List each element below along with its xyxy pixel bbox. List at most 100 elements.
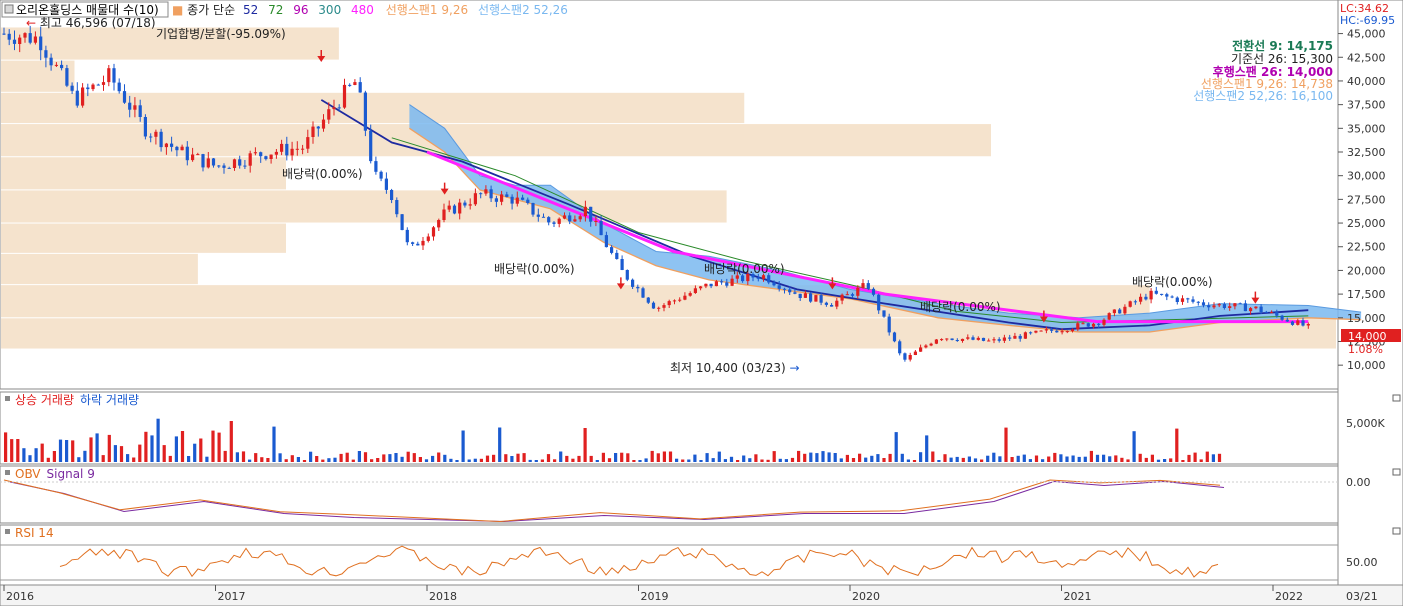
volume-bar-149 [912, 460, 917, 462]
volume-bar-24 [150, 435, 154, 462]
volume-bar-114 [699, 460, 703, 462]
dividend-arrow-icon-1-head [616, 283, 625, 290]
volume-bar-167 [1022, 454, 1026, 462]
volume-bar-56 [345, 452, 349, 462]
volume-bar-71 [437, 452, 441, 462]
volume-bar-91 [559, 451, 563, 462]
candle-body-169 [887, 316, 891, 333]
candle-body-129 [678, 299, 682, 301]
candle-body-18 [96, 84, 100, 86]
obv-maximize-icon[interactable] [1392, 468, 1401, 476]
candle-body-165 [866, 283, 870, 289]
candle-body-37 [196, 154, 200, 156]
volume-bar-7 [46, 457, 50, 462]
candle-body-116 [610, 247, 614, 253]
title-box [1, 1, 169, 18]
candle-body-80 [421, 240, 425, 246]
rsi-maximize-icon[interactable] [1392, 527, 1401, 535]
volume-bar-28 [174, 436, 178, 462]
candle-body-237 [1243, 303, 1247, 312]
candle-body-79 [416, 243, 420, 246]
volume-axis-label: 5,000K [1346, 417, 1385, 430]
volume-bar-134 [821, 451, 825, 462]
candle-body-5 [28, 33, 32, 43]
dividend-annotation-2018: 배당락(0.00%) [282, 167, 363, 181]
candle-body-66 [348, 84, 352, 86]
candle-body-33 [175, 146, 179, 151]
candle-body-56 [295, 148, 299, 150]
time-label-2022: 2022 [1275, 590, 1303, 603]
volume-bar-96 [589, 455, 593, 462]
volume-bar-36 [223, 450, 227, 462]
volume-bar-46 [284, 459, 288, 462]
volume-bar-99 [607, 458, 612, 462]
candle-body-193 [1013, 335, 1017, 339]
candle-body-149 [782, 288, 787, 290]
candle-body-82 [431, 227, 436, 237]
volume-bar-151 [925, 435, 929, 462]
candle-body-55 [290, 148, 294, 156]
volume-bar-90 [553, 459, 557, 462]
candle-body-247 [1296, 320, 1300, 325]
volume-bar-83 [510, 456, 514, 462]
event-markers [317, 50, 1260, 323]
volume-bar-111 [681, 459, 685, 462]
legend-ma-52: 52 [243, 3, 258, 17]
volume-bar-93 [571, 458, 575, 462]
candle-body-13 [70, 85, 74, 91]
candle-body-191 [1002, 337, 1006, 341]
candle-body-40 [211, 158, 216, 166]
volume-bar-121 [742, 455, 746, 462]
volume-bar-41 [254, 453, 258, 462]
candle-body-105 [552, 222, 556, 224]
candle-body-128 [672, 300, 677, 302]
volume-profile-band-4 [1, 190, 727, 223]
volume-bar-31 [193, 443, 197, 462]
volume-bar-126 [772, 451, 776, 462]
volume-bar-129 [790, 457, 795, 462]
volume-bar-198 [1211, 454, 1215, 462]
candle-body-109 [573, 219, 577, 222]
current-price: 14,000 [1348, 330, 1387, 343]
volume-bar-180 [1102, 454, 1106, 462]
volume-profile-band-7 [1, 92, 745, 124]
candle-body-242 [1270, 312, 1274, 314]
volume-maximize-icon[interactable] [1392, 394, 1401, 402]
candle-body-101 [531, 203, 535, 215]
volume-bars [4, 418, 1222, 462]
candle-body-3 [18, 37, 22, 44]
obv-label: OBV [15, 467, 41, 481]
candle-body-44 [232, 159, 237, 168]
candle-body-99 [521, 197, 525, 200]
candle-body-93 [489, 189, 493, 199]
volume-bar-142 [870, 455, 874, 462]
legend-lead2-value: 선행스팬2 52,26: 16,100 [1193, 88, 1333, 103]
volume-bar-59 [363, 452, 368, 462]
candle-body-235 [1233, 303, 1237, 307]
volume-bar-160 [980, 459, 984, 462]
candle-body-238 [1249, 308, 1253, 312]
volume-bar-123 [754, 454, 758, 462]
volume-bar-107 [656, 453, 660, 462]
candle-body-69 [363, 92, 367, 131]
volume-bar-89 [546, 454, 551, 462]
candle-body-174 [913, 351, 917, 355]
candle-body-58 [306, 137, 310, 149]
volume-bar-189 [1156, 459, 1161, 462]
candle-body-20 [107, 68, 111, 83]
volume-bar-80 [492, 454, 496, 462]
volume-bar-196 [1199, 459, 1203, 462]
candle-body-35 [185, 146, 189, 161]
volume-bar-101 [620, 452, 624, 462]
candle-body-215 [1128, 301, 1132, 307]
volume-bar-140 [858, 453, 862, 462]
candle-body-64 [337, 107, 341, 109]
candle-body-221 [1160, 293, 1164, 295]
volume-bar-9 [58, 439, 63, 462]
volume-bar-170 [1041, 459, 1045, 462]
volume-bar-178 [1089, 450, 1093, 462]
legend-lead1-value: 선행스팬1 9,26: 14,738 [1201, 76, 1333, 91]
candle-body-2 [12, 39, 17, 44]
candle-body-202 [1060, 331, 1064, 333]
